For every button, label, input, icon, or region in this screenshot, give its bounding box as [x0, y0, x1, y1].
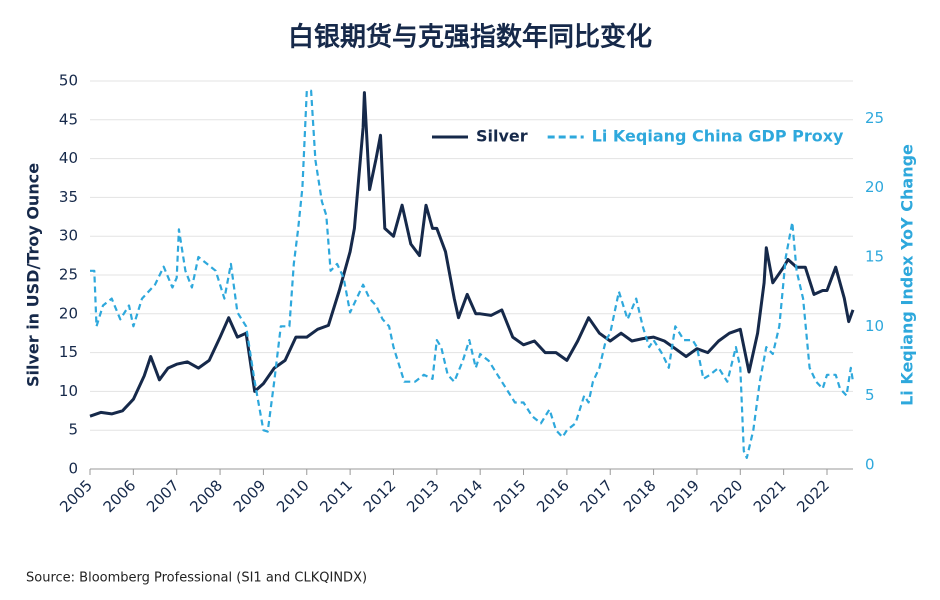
series-line — [90, 89, 855, 459]
x-tick-label: 2012 — [360, 476, 400, 516]
y-tick-label: 35 — [59, 188, 78, 206]
y2-tick-label: 0 — [865, 455, 875, 473]
legend-label: Li Keqiang China GDP Proxy — [592, 127, 844, 146]
y2-tick-label: 25 — [865, 109, 884, 127]
x-tick-label: 2020 — [707, 476, 747, 516]
y-tick-label: 25 — [59, 266, 78, 284]
x-tick-label: 2017 — [577, 476, 617, 516]
y-tick-label: 40 — [59, 149, 78, 167]
x-tick-label: 2005 — [56, 476, 96, 516]
x-tick-label: 2019 — [663, 476, 703, 516]
y2-tick-label: 5 — [865, 386, 875, 404]
y-tick-label: 5 — [68, 421, 78, 439]
x-tick-label: 2021 — [750, 476, 790, 516]
x-tick-label: 2007 — [143, 476, 183, 516]
source-note: Source: Bloomberg Professional (SI1 and … — [26, 571, 367, 586]
x-tick-label: 2013 — [403, 476, 443, 516]
y-tick-label: 50 — [59, 72, 78, 90]
y2-tick-label: 15 — [865, 247, 884, 265]
x-tick-label: 2022 — [793, 476, 833, 516]
x-tick-label: 2018 — [620, 476, 660, 516]
y2-axis-label: Li Keqiang Index YoY Change — [898, 144, 917, 406]
x-tick-label: 2011 — [316, 476, 356, 516]
x-tick-label: 2008 — [186, 476, 226, 516]
y-tick-label: 45 — [59, 110, 78, 128]
legend-label: Silver — [476, 127, 528, 146]
chart-title: 白银期货与克强指数年同比变化 — [288, 22, 652, 53]
x-tick-label: 2009 — [230, 476, 270, 516]
y-axis-label: Silver in USD/Troy Ounce — [24, 163, 43, 387]
y-tick-label: 0 — [68, 460, 78, 478]
x-tick-label: 2014 — [446, 476, 486, 516]
y-tick-label: 20 — [59, 304, 78, 322]
x-tick-label: 2015 — [490, 476, 530, 516]
y2-tick-label: 20 — [865, 178, 884, 196]
y2-tick-label: 10 — [865, 317, 884, 335]
y-tick-label: 10 — [59, 382, 78, 400]
x-tick-label: 2016 — [533, 476, 573, 516]
x-tick-label: 2006 — [100, 476, 140, 516]
y-tick-label: 15 — [59, 343, 78, 361]
x-tick-label: 2010 — [273, 476, 313, 516]
series-line — [89, 91, 855, 418]
y-tick-label: 30 — [59, 227, 78, 245]
